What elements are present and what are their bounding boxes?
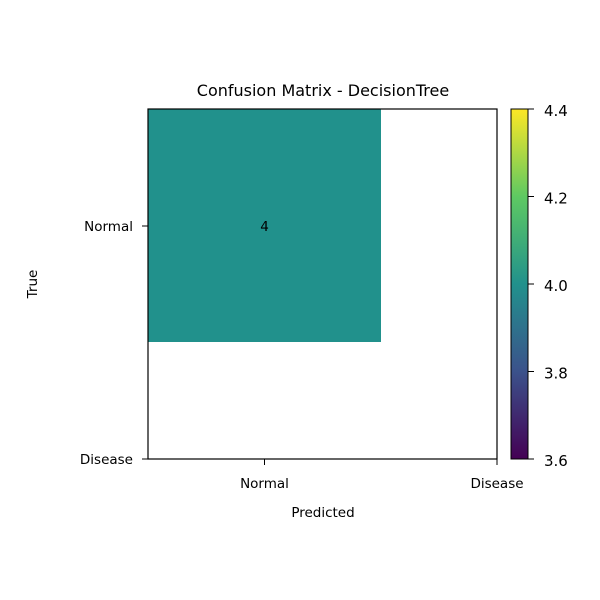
y-tick-label-disease: Disease <box>80 452 133 468</box>
heatmap-cell-normal-normal <box>148 109 381 342</box>
x-tick-label-disease: Disease <box>470 476 523 492</box>
x-axis: Normal Disease Predicted <box>240 459 524 521</box>
cell-value-normal-normal: 4 <box>260 219 269 235</box>
plot-frame <box>147 108 498 460</box>
y-tick-label-normal: Normal <box>84 219 133 235</box>
chart-title: Confusion Matrix - DecisionTree <box>197 81 449 100</box>
x-axis-label: Predicted <box>291 505 354 521</box>
colorbar-tick-label-4-0: 4.0 <box>544 277 568 295</box>
colorbar-tick-label-3-8: 3.8 <box>544 365 568 383</box>
y-axis: Normal Disease True <box>25 219 148 468</box>
colorbar-gradient <box>510 108 529 460</box>
y-axis-label: True <box>25 270 41 300</box>
x-tick-label-normal: Normal <box>240 476 289 492</box>
heatmap-plot: 4 <box>147 108 498 460</box>
colorbar: 3.6 3.8 4.0 4.2 4.4 <box>510 102 568 470</box>
colorbar-tick-label-4-2: 4.2 <box>544 190 568 208</box>
colorbar-tick-label-3-6: 3.6 <box>544 452 568 470</box>
colorbar-tick-label-4-4: 4.4 <box>544 102 568 120</box>
